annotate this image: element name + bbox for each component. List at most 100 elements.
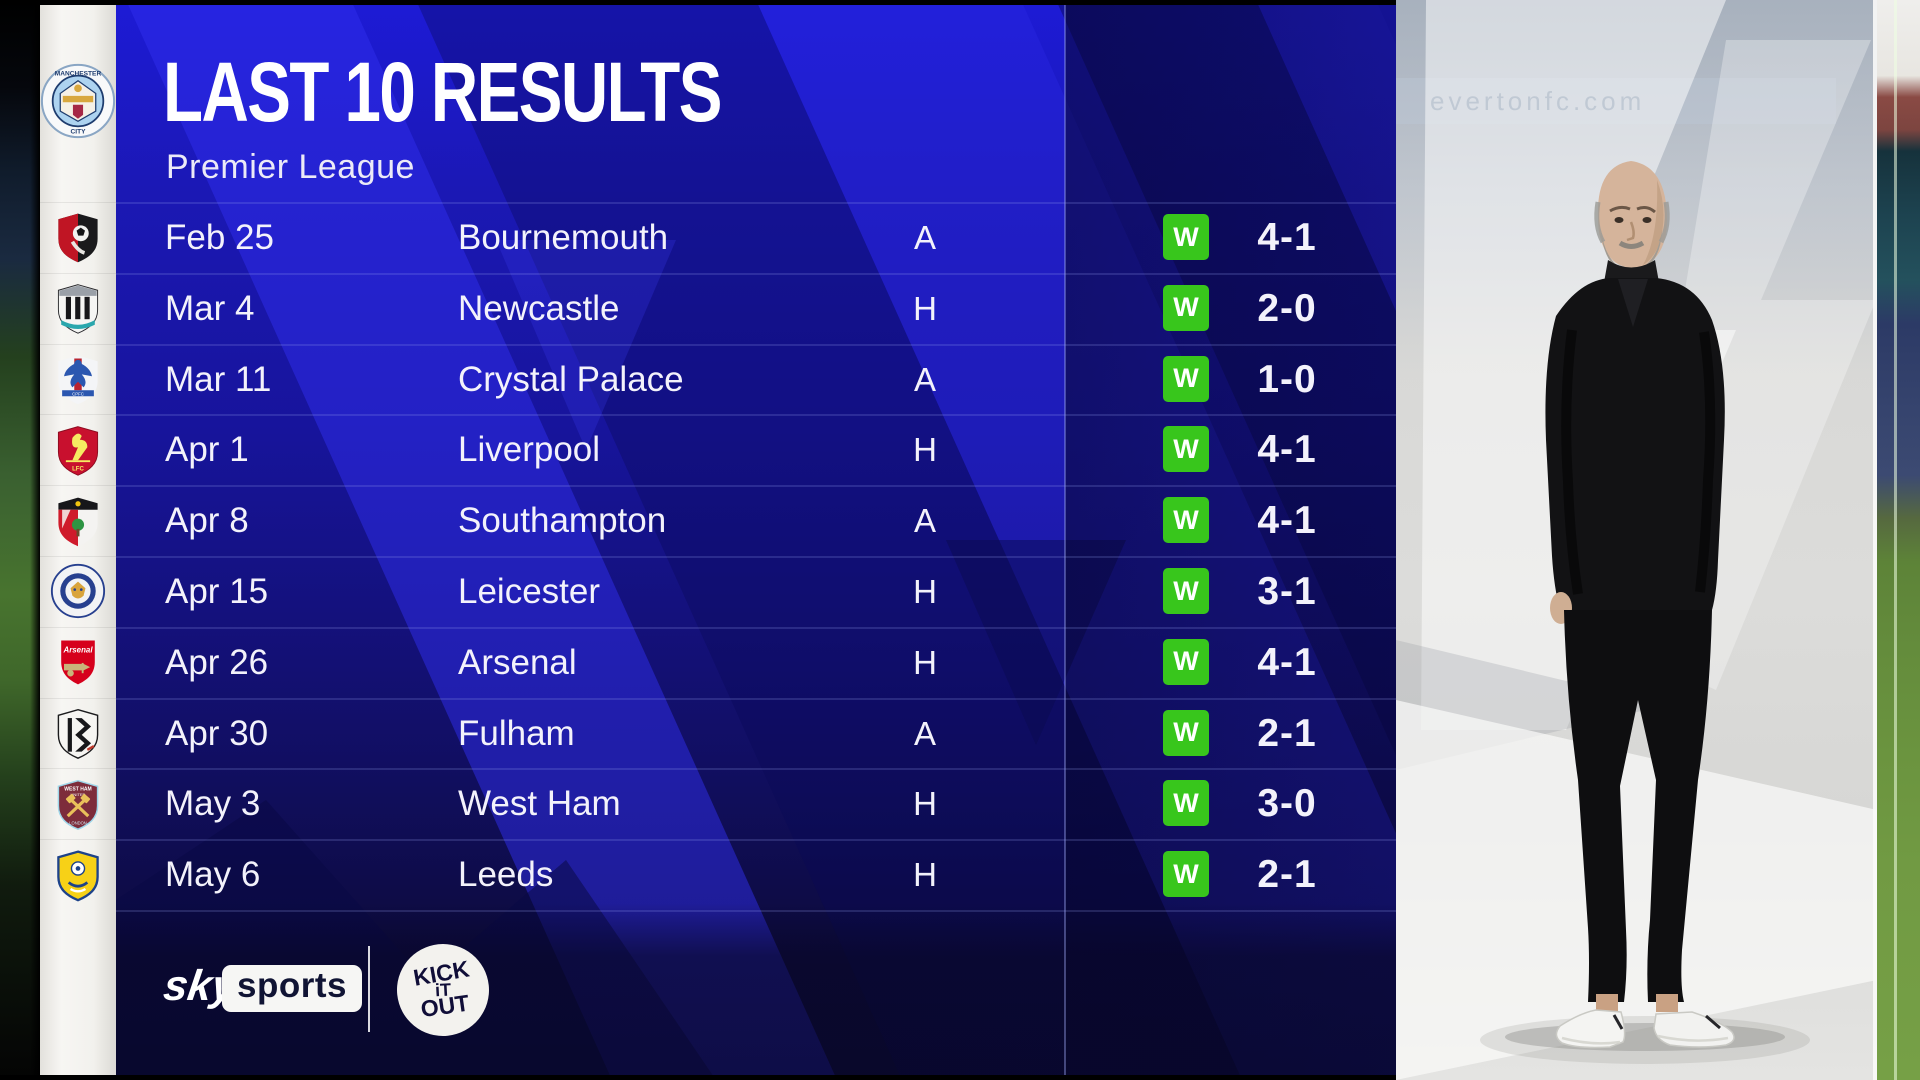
match-score: 3-1 [1257,570,1317,613]
rail-seam [40,626,116,628]
score-column-shade [1065,0,1396,1080]
club-crest-rail: MANCHESTER CITY CPFC LFC Arsenal WEST HAM UNI… [40,0,116,1080]
opponent-name: Liverpool [458,430,601,470]
leeds-crest-icon [40,839,116,910]
opponent-name: West Ham [458,784,621,824]
win-result-badge: W [1163,284,1209,331]
manchester-city-crest-icon: MANCHESTER CITY [40,0,116,202]
rail-seam [40,768,116,770]
row-separator [116,910,1396,912]
top-letterbox-bar [0,0,1396,5]
win-result-badge: W [1163,355,1209,402]
win-result-badge: W [1163,780,1209,827]
arsenal-crest-icon: Arsenal [40,627,116,698]
opponent-name: Southampton [458,501,667,541]
svg-text:LONDON: LONDON [69,820,87,825]
row-separator [116,272,1396,275]
result-row: May 3 West Ham H W 3-0 [116,768,1396,839]
win-result-badge: W [1163,568,1209,614]
venue-indicator: H [913,289,937,327]
row-separator [116,626,1396,629]
result-row: Apr 8 Southampton A W 4-1 [116,485,1396,556]
win-result-badge: W [1163,214,1209,260]
fulham-crest-icon [40,698,116,769]
venue-indicator: A [913,219,936,256]
match-date: Apr 15 [165,572,269,611]
win-result-badge: W [1163,426,1209,473]
opponent-name: Crystal Palace [458,359,684,399]
svg-text:MANCHESTER: MANCHESTER [55,71,102,78]
match-date: May 3 [165,784,261,824]
match-date: Mar 11 [165,359,272,399]
match-score: 1-0 [1257,357,1317,401]
crystal-palace-crest-icon: CPFC [40,344,116,415]
rail-seam [40,202,116,203]
liverpool-crest-icon: LFC [40,414,116,485]
venue-indicator: A [913,360,936,398]
rail-seam [40,485,116,487]
match-date: Apr 26 [165,642,269,682]
venue-indicator: H [913,643,937,681]
row-separator [116,839,1396,842]
result-row: Apr 30 Fulham A W 2-1 [116,698,1396,769]
svg-text:UNITED: UNITED [71,792,86,797]
result-row: Mar 4 Newcastle H W 2-0 [116,273,1396,344]
venue-indicator: H [913,856,937,894]
newcastle-crest-icon [40,273,116,344]
row-separator [116,202,1396,204]
bournemouth-crest-icon [40,202,116,273]
venue-indicator: H [913,785,937,823]
match-date: May 6 [165,855,261,895]
match-score: 4-1 [1257,499,1317,543]
bottom-letterbox-bar [0,1075,1396,1080]
svg-text:LFC: LFC [72,466,84,472]
pep-guardiola-figure [1480,161,1810,1064]
result-row: May 6 Leeds H W 2-1 [116,839,1396,910]
opponent-name: Newcastle [458,288,620,328]
row-separator [116,343,1396,346]
match-score: 4-1 [1257,428,1317,472]
win-result-badge: W [1163,497,1209,544]
row-separator [116,414,1396,417]
row-separator [116,768,1396,771]
leicester-crest-icon [40,556,116,627]
result-row: Apr 15 Leicester H W 3-1 [116,556,1396,627]
win-result-badge: W [1163,709,1209,756]
match-score: 4-1 [1257,216,1317,259]
rail-seam [40,839,116,841]
result-row: Apr 1 Liverpool H W 4-1 [116,414,1396,485]
logo-separator-line [368,946,370,1032]
match-date: Apr 30 [165,713,269,753]
opponent-name: Arsenal [458,642,577,682]
win-result-badge: W [1163,851,1209,898]
page-title: LAST 10 RESULTS [163,45,722,139]
result-row: Apr 26 Arsenal H W 4-1 [116,627,1396,698]
column-divider-line [1064,0,1066,1080]
svg-text:CITY: CITY [71,128,87,135]
match-date: Mar 4 [165,288,255,328]
opponent-name: Fulham [458,713,575,753]
opponent-name: Leeds [458,855,554,895]
stadium-photo-right-strip [1873,0,1920,1080]
row-separator [116,556,1396,558]
svg-text:CPFC: CPFC [72,391,84,396]
sky-sports-logo: sports [222,965,362,1012]
manager-photo-panel: evertonfc.com [1396,0,1877,1080]
svg-text:Arsenal: Arsenal [62,646,93,655]
venue-indicator: A [913,714,936,752]
match-score: 2-0 [1257,286,1317,330]
rail-seam [40,343,116,345]
venue-indicator: A [913,502,936,540]
southampton-crest-icon [40,485,116,556]
west-ham-crest-icon: WEST HAM UNITED LONDON [40,768,116,839]
opponent-name: Leicester [458,572,601,611]
row-separator [116,485,1396,488]
rail-seam [40,697,116,699]
result-row: Feb 25 Bournemouth A W 4-1 [116,202,1396,273]
match-score: 3-0 [1257,782,1317,826]
row-separator [116,697,1396,700]
match-score: 2-1 [1257,711,1317,755]
match-score: 4-1 [1257,640,1317,684]
stadium-photo-left-sliver [0,0,40,1080]
